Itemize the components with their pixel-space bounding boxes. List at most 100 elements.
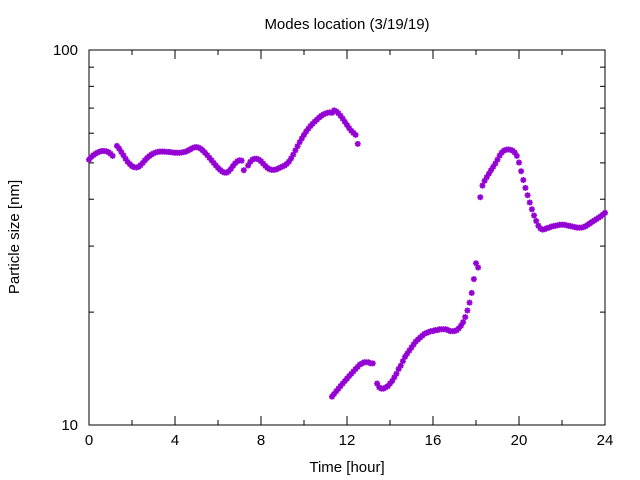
data-point bbox=[335, 110, 342, 117]
data-point bbox=[238, 157, 245, 164]
data-point bbox=[208, 157, 215, 164]
data-point bbox=[445, 327, 452, 334]
data-point bbox=[328, 109, 335, 116]
data-point bbox=[354, 363, 361, 370]
data-point bbox=[337, 383, 344, 390]
data-point bbox=[182, 148, 189, 155]
data-point bbox=[260, 160, 267, 167]
data-point bbox=[294, 143, 301, 150]
data-point bbox=[399, 358, 406, 365]
data-point bbox=[247, 158, 254, 165]
data-point bbox=[395, 366, 402, 373]
data-point bbox=[389, 378, 396, 385]
data-point bbox=[189, 145, 196, 152]
data-point bbox=[423, 329, 430, 336]
x-tick-label: 16 bbox=[425, 432, 442, 449]
data-point bbox=[328, 393, 335, 400]
data-point bbox=[253, 155, 260, 162]
x-tick-label: 24 bbox=[597, 432, 614, 449]
data-point bbox=[301, 131, 307, 138]
data-point bbox=[354, 140, 361, 147]
data-point bbox=[303, 128, 310, 135]
data-point bbox=[524, 192, 531, 199]
data-point bbox=[227, 165, 234, 172]
chart-title: Modes location (3/19/19) bbox=[264, 16, 429, 33]
data-point bbox=[341, 118, 348, 125]
data-point bbox=[397, 362, 404, 369]
data-point bbox=[129, 163, 135, 170]
data-point bbox=[333, 388, 340, 395]
data-point bbox=[350, 368, 357, 375]
data-point bbox=[455, 325, 462, 332]
data-point bbox=[434, 327, 441, 334]
data-point bbox=[113, 142, 120, 149]
axes: 0 4 8 12 16 20 24 10 100 bbox=[53, 42, 613, 449]
data-point bbox=[528, 206, 535, 213]
data-point bbox=[526, 199, 533, 206]
data-point bbox=[275, 165, 282, 172]
data-point bbox=[296, 139, 303, 146]
data-point bbox=[204, 152, 211, 159]
data-point bbox=[245, 162, 252, 169]
data-point bbox=[492, 160, 499, 167]
data-point bbox=[292, 147, 299, 154]
data-point bbox=[468, 289, 475, 296]
data-point bbox=[475, 264, 482, 271]
data-point bbox=[522, 184, 529, 191]
data-point bbox=[535, 222, 542, 229]
data-point bbox=[307, 123, 314, 130]
data-point bbox=[320, 111, 327, 118]
data-point bbox=[479, 182, 486, 189]
data-point bbox=[352, 131, 359, 138]
data-point bbox=[298, 135, 305, 142]
data-point bbox=[348, 370, 355, 377]
series-1 bbox=[86, 107, 361, 176]
data-point bbox=[384, 383, 391, 390]
y-axis-label: Particle size [nm] bbox=[6, 180, 23, 294]
data-point bbox=[337, 112, 344, 119]
data-point bbox=[393, 370, 400, 377]
data-point bbox=[442, 326, 449, 333]
data-point bbox=[460, 319, 467, 326]
data-point bbox=[335, 385, 342, 392]
x-tick-label: 4 bbox=[171, 432, 179, 449]
data-point bbox=[537, 225, 544, 232]
data-point bbox=[94, 149, 101, 156]
data-point bbox=[283, 160, 290, 167]
data-point bbox=[580, 224, 587, 231]
data-point bbox=[602, 209, 608, 216]
data-point bbox=[462, 314, 469, 321]
data-point bbox=[118, 148, 125, 155]
data-point bbox=[425, 329, 432, 336]
data-point bbox=[457, 322, 464, 329]
data-point bbox=[124, 158, 131, 165]
data-point bbox=[202, 149, 209, 156]
data-point bbox=[210, 159, 217, 166]
data-point bbox=[230, 162, 237, 169]
data-point bbox=[279, 163, 286, 170]
x-tick-label: 12 bbox=[339, 432, 356, 449]
data-point bbox=[507, 146, 514, 153]
data-point bbox=[496, 152, 503, 159]
data-point bbox=[339, 115, 346, 122]
data-point bbox=[531, 212, 538, 219]
y-tick-label: 100 bbox=[53, 42, 78, 59]
data-point bbox=[116, 145, 123, 152]
data-point bbox=[139, 159, 146, 166]
data-point bbox=[421, 330, 428, 337]
data-point bbox=[546, 224, 553, 231]
data-point bbox=[483, 174, 490, 181]
data-point bbox=[481, 177, 488, 184]
data-point bbox=[122, 155, 129, 162]
data-point bbox=[234, 158, 241, 165]
data-point bbox=[488, 167, 495, 174]
data-point bbox=[391, 374, 398, 381]
data-point bbox=[516, 159, 522, 166]
data-point bbox=[150, 150, 157, 157]
data-point bbox=[288, 155, 295, 162]
data-point bbox=[341, 378, 348, 385]
data-point bbox=[240, 167, 247, 174]
data-point bbox=[225, 168, 232, 175]
data-point bbox=[464, 307, 471, 314]
